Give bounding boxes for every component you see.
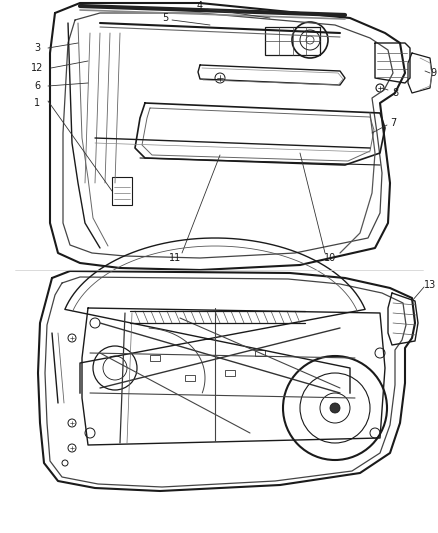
Bar — [112, 177, 132, 205]
Circle shape — [330, 403, 340, 413]
Text: 6: 6 — [34, 81, 40, 91]
Text: 10: 10 — [324, 253, 336, 263]
Text: 5: 5 — [162, 13, 168, 23]
Text: 7: 7 — [390, 118, 396, 128]
Text: 13: 13 — [424, 280, 436, 290]
Text: 9: 9 — [430, 68, 436, 78]
Text: 12: 12 — [31, 63, 43, 73]
Text: 4: 4 — [197, 1, 203, 11]
Text: 11: 11 — [169, 253, 181, 263]
Bar — [185, 375, 195, 381]
Bar — [150, 355, 160, 361]
Bar — [225, 370, 235, 376]
Text: 8: 8 — [392, 88, 398, 98]
Text: 3: 3 — [34, 43, 40, 53]
Bar — [265, 27, 320, 55]
Bar — [255, 350, 265, 356]
Text: 1: 1 — [34, 98, 40, 108]
